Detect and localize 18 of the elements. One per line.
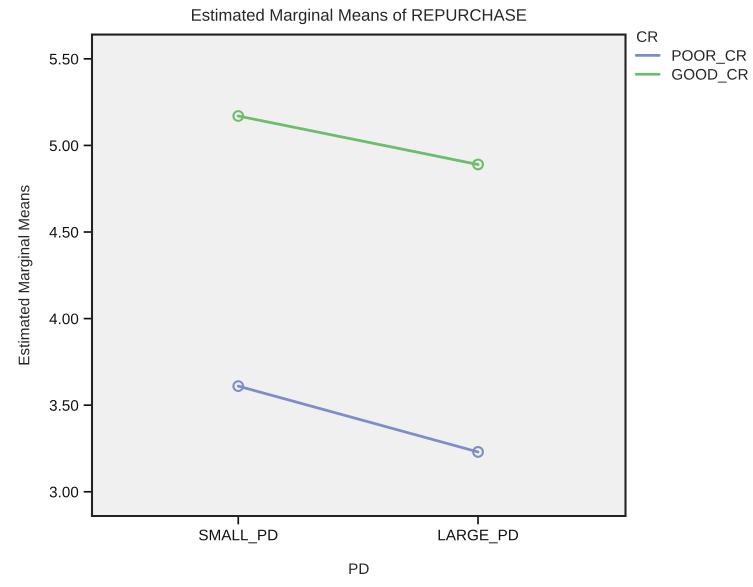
x-tick-label: LARGE_PD — [438, 530, 518, 544]
point — [232, 110, 244, 122]
y-tick-label: 3.00 — [50, 486, 78, 498]
point — [472, 446, 484, 458]
y-tick-label: 5.50 — [50, 54, 78, 65]
chart-title: Estimated Marginal Means of REPURCHASE — [192, 8, 526, 24]
x-tick-label: SMALL_PD — [199, 530, 278, 544]
y-tick-label: 3.50 — [50, 400, 78, 411]
y-axis-title: Estimated Marginal Means — [18, 185, 32, 364]
x-axis-title: PD — [349, 563, 369, 574]
y-tick-label: 4.00 — [49, 313, 78, 324]
y-tick-label: 5.00 — [50, 140, 78, 152]
point — [232, 380, 244, 392]
legend-label: GOOD_CR — [672, 68, 748, 83]
legend-title: CR — [636, 31, 658, 42]
legend-label: POOR_CR — [672, 50, 746, 64]
point — [472, 158, 484, 170]
y-tick-label: 4.50 — [49, 226, 78, 238]
